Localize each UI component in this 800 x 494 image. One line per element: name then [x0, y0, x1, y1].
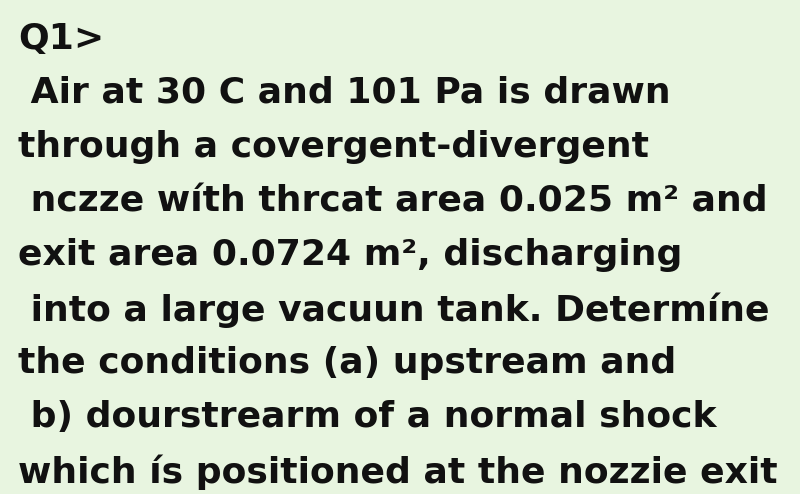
Text: through a covergent-divergent: through a covergent-divergent: [18, 130, 649, 164]
Text: exit area 0.0724 m², discharging: exit area 0.0724 m², discharging: [18, 238, 682, 272]
Text: which ís positioned at the nozzie exit: which ís positioned at the nozzie exit: [18, 454, 778, 490]
Text: b) dourstrearm of a normal shock: b) dourstrearm of a normal shock: [18, 400, 717, 434]
Text: nczze wíth thrcat area 0.025 m² and: nczze wíth thrcat area 0.025 m² and: [18, 184, 768, 218]
Text: Q1>: Q1>: [18, 22, 104, 56]
Text: the conditions (a) upstream and: the conditions (a) upstream and: [18, 346, 676, 380]
Text: Air at 30 C and 101 Pa is drawn: Air at 30 C and 101 Pa is drawn: [18, 76, 670, 110]
Text: into a large vacuun tank. Determíne: into a large vacuun tank. Determíne: [18, 292, 770, 328]
